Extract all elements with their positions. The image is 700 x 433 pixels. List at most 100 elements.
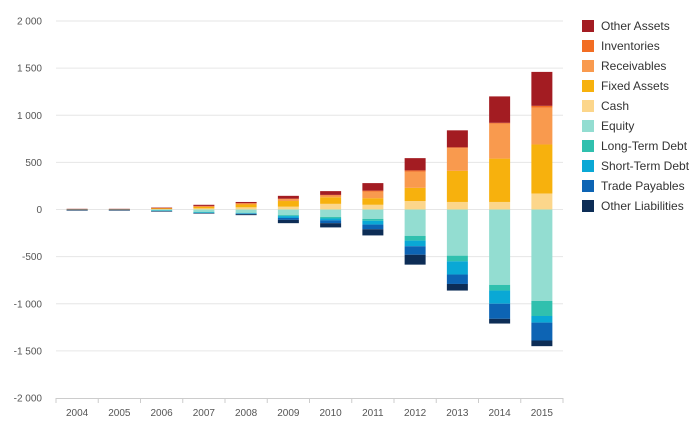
bar-segment — [193, 212, 215, 213]
bar-segment — [320, 223, 342, 228]
bar-segment — [235, 204, 257, 208]
bar-segment — [277, 206, 299, 210]
legend-item[interactable]: Equity — [582, 116, 689, 136]
x-tick-label: 2004 — [66, 408, 89, 419]
bar-segment — [193, 213, 215, 214]
bar-segment — [404, 240, 426, 247]
x-tick-label: 2015 — [531, 408, 554, 419]
legend-item[interactable]: Short-Term Debt — [582, 156, 689, 176]
legend-swatch — [582, 160, 594, 172]
legend-label: Short-Term Debt — [601, 159, 690, 173]
x-tick-label: 2007 — [193, 408, 216, 419]
bar-segment — [235, 214, 257, 216]
bar-segment — [277, 201, 299, 207]
bar-segment — [320, 203, 342, 210]
bar-segment — [277, 209, 299, 216]
legend-item[interactable]: Receivables — [582, 56, 689, 76]
legend-item[interactable]: Other Liabilities — [582, 196, 689, 216]
y-tick-label: 1 500 — [17, 64, 42, 75]
legend-label: Receivables — [601, 59, 667, 73]
bar-segment — [151, 207, 173, 209]
legend-label: Long-Term Debt — [601, 139, 688, 153]
bar-segment — [320, 209, 342, 218]
bar-segment — [362, 204, 384, 210]
bar-segment — [489, 318, 511, 324]
bar-segment — [277, 195, 299, 199]
y-tick-label: 500 — [25, 158, 42, 169]
y-tick-label: 1 000 — [17, 111, 42, 122]
x-tick-label: 2006 — [151, 408, 174, 419]
bar-segment — [362, 209, 384, 219]
bar-segment — [446, 261, 468, 275]
legend-swatch — [582, 140, 594, 152]
bar-segment — [404, 246, 426, 255]
legend-item[interactable]: Trade Payables — [582, 176, 689, 196]
x-tick-label: 2012 — [404, 408, 427, 419]
bar-segment — [531, 107, 553, 145]
bar-segment — [277, 217, 299, 220]
legend-item[interactable]: Cash — [582, 96, 689, 116]
bar-segment — [108, 210, 130, 211]
x-tick-label: 2010 — [320, 408, 343, 419]
legend-label: Trade Payables — [601, 179, 685, 193]
bar-segment — [446, 274, 468, 284]
bar-segment — [320, 197, 342, 204]
bar-segment — [320, 218, 342, 221]
bar-segment — [277, 219, 299, 224]
bar-segment — [277, 198, 299, 200]
bar-segment — [151, 209, 173, 210]
legend-label: Other Liabilities — [601, 199, 684, 213]
bar-segment — [531, 209, 553, 301]
bar-segment — [531, 322, 553, 341]
bar-segment — [446, 170, 468, 202]
bar-segment — [446, 255, 468, 262]
legend-item[interactable]: Other Assets — [582, 16, 689, 36]
bar-segment — [193, 206, 215, 209]
bar-segment — [235, 203, 257, 204]
y-tick-label: -2 000 — [14, 394, 43, 405]
legend-label: Equity — [601, 119, 635, 133]
legend-swatch — [582, 180, 594, 192]
x-tick-label: 2009 — [277, 408, 300, 419]
bar-segment — [404, 170, 426, 172]
bar-segment — [489, 284, 511, 291]
bar-segment — [235, 213, 257, 214]
x-tick-label: 2014 — [489, 408, 512, 419]
bar-segment — [362, 183, 384, 191]
bar-segment — [404, 201, 426, 210]
bar-segment — [235, 213, 257, 215]
y-tick-label: -1 000 — [14, 299, 43, 310]
legend-label: Inventories — [601, 39, 660, 53]
legend-item[interactable]: Fixed Assets — [582, 76, 689, 96]
bar-segment — [151, 208, 173, 210]
bar-segment — [320, 217, 342, 219]
bar-segment — [531, 71, 553, 106]
bar-segment — [277, 199, 299, 202]
bar-segment — [66, 208, 88, 210]
legend-label: Fixed Assets — [601, 79, 670, 93]
legend-item[interactable]: Long-Term Debt — [582, 136, 689, 156]
bar-segment — [193, 205, 215, 207]
y-tick-label: 0 — [36, 205, 42, 216]
bar-segment — [446, 209, 468, 256]
y-tick-label: 2 000 — [17, 17, 42, 28]
legend-swatch — [582, 80, 594, 92]
bar-segment — [235, 201, 257, 204]
bar-segment — [320, 191, 342, 195]
legend-swatch — [582, 200, 594, 212]
legend-label: Other Assets — [601, 19, 670, 33]
legend-label: Cash — [601, 99, 630, 113]
bar-segment — [362, 191, 384, 199]
bar-segment — [446, 147, 468, 149]
bar-segment — [489, 290, 511, 304]
bar-segment — [404, 235, 426, 241]
bar-segment — [320, 194, 342, 196]
bar-segment — [446, 148, 468, 171]
legend-item[interactable]: Inventories — [582, 36, 689, 56]
legend-swatch — [582, 100, 594, 112]
bar-segment — [151, 209, 173, 211]
bar-segment — [489, 201, 511, 210]
legend-swatch — [582, 40, 594, 52]
bar-segment — [151, 210, 173, 212]
legend-swatch — [582, 120, 594, 132]
